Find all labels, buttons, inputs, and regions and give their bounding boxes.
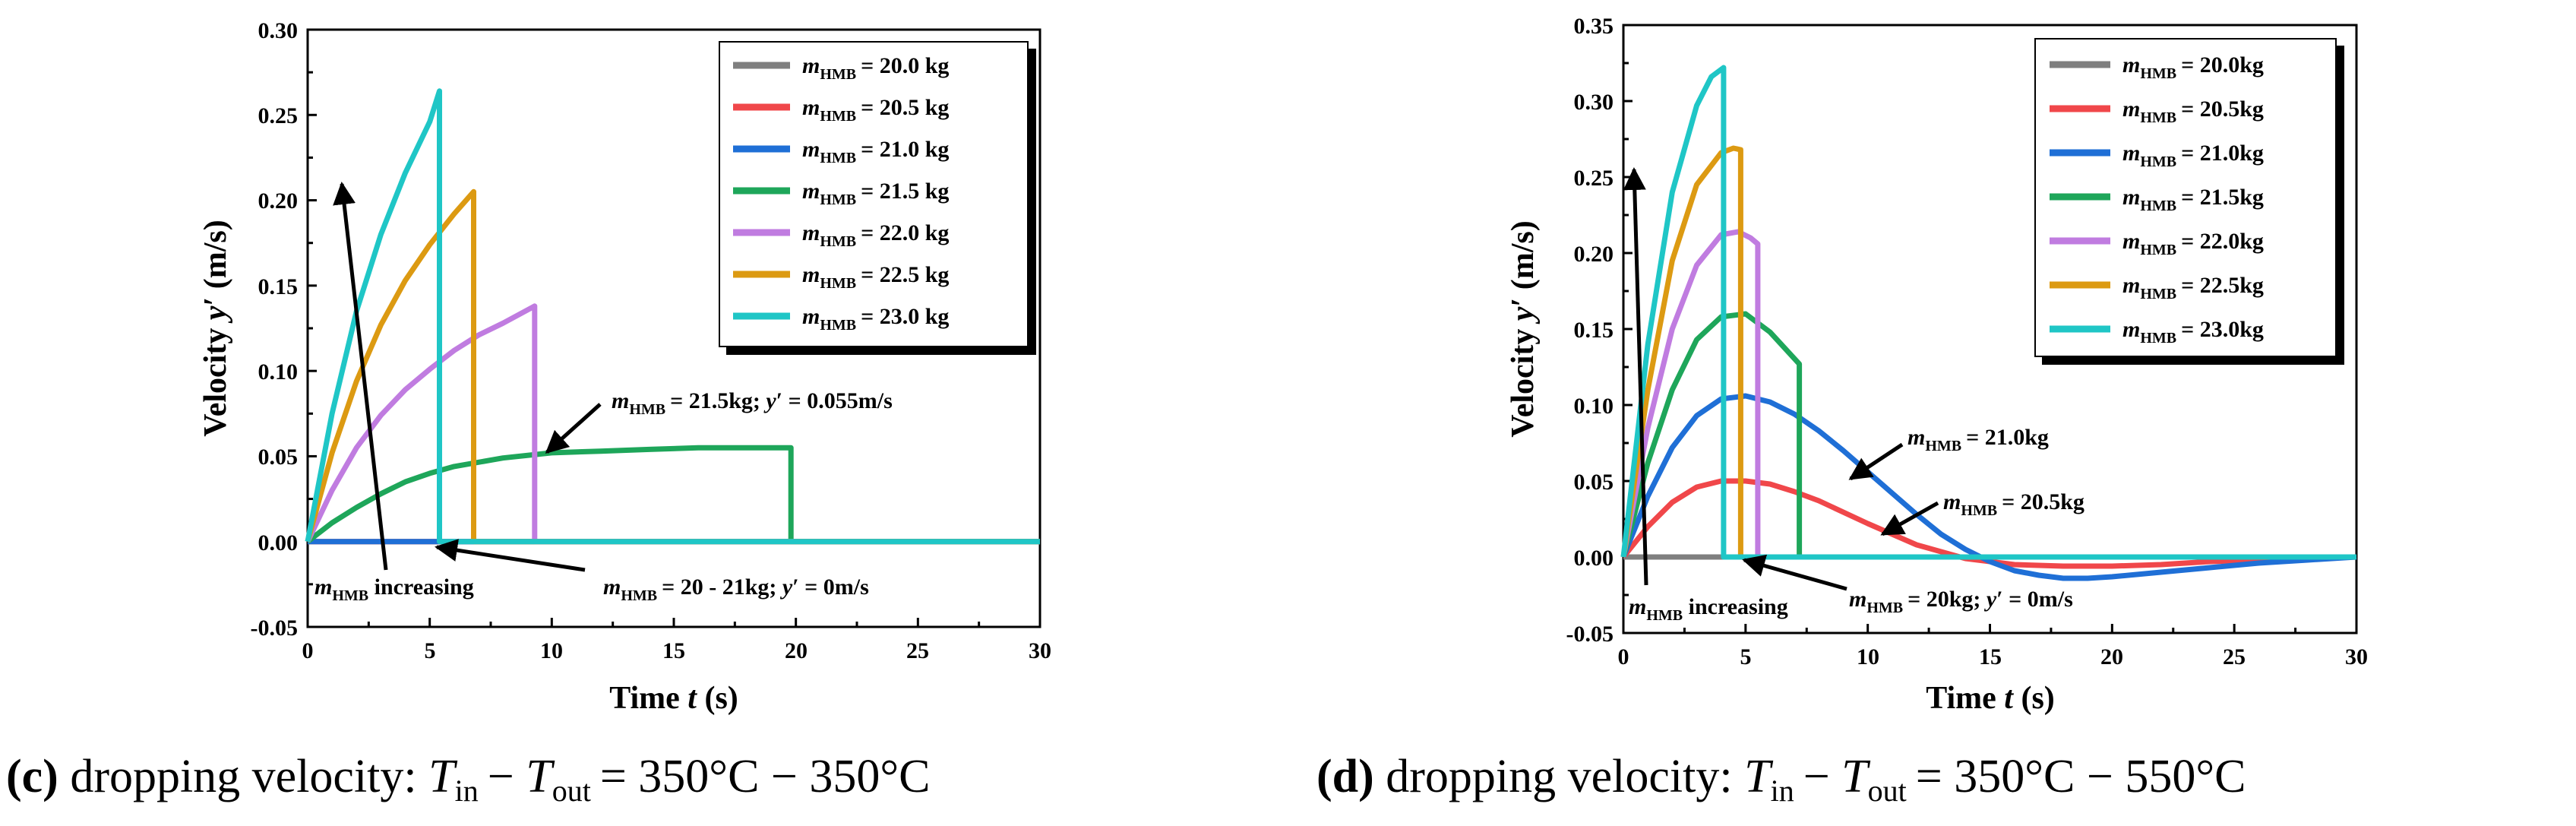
legend: mHMB = 20.0 kg mHMB = 20.5 kg mHMB = 21.0 k… <box>719 41 1036 355</box>
x-tick-label: 20 <box>2100 644 2123 669</box>
y-tick-label: 0.20 <box>258 188 299 214</box>
x-tick-label: 30 <box>2345 644 2368 669</box>
x-tick-label: 20 <box>785 638 808 663</box>
series-line-2 <box>1621 478 2357 569</box>
arrow-20kg <box>1742 554 1847 591</box>
y-tick-label: 0.30 <box>1574 90 1614 115</box>
legend-label: mHMB = 20.0 kg <box>802 53 949 83</box>
y-tick-label: 0.20 <box>1574 242 1614 267</box>
y-axis-title: Velocity y′ (m/s) <box>198 220 233 437</box>
x-tick-label: 10 <box>540 638 563 663</box>
panel-caption: (c) dropping velocity: Tin − Tout = 350°C … <box>6 751 931 808</box>
legend-label: mHMB = 22.0kg <box>2122 229 2264 258</box>
legend-label: mHMB = 22.5kg <box>2122 273 2264 302</box>
y-tick-label: 0.10 <box>1574 394 1614 419</box>
legend-label: mHMB = 21.5 kg <box>802 179 949 208</box>
y-tick-labels: -0.05 0.00 0.05 0.10 0.15 0.20 0.25 0.30 <box>251 18 299 641</box>
x-tick-label: 5 <box>425 638 436 663</box>
legend-label: mHMB = 21.0 kg <box>802 137 949 166</box>
annotation-21-5kg: mHMB = 21.5kg; y′ = 0.055m/s <box>612 388 893 418</box>
series-line-7 <box>1620 65 2356 560</box>
y-tick-label: -0.05 <box>251 616 299 641</box>
series-line-6 <box>305 188 1040 545</box>
legend-label: mHMB = 21.0kg <box>2122 141 2264 170</box>
series-line-7 <box>305 88 1040 545</box>
x-tick-label: 25 <box>906 638 929 663</box>
arrow-increasing <box>333 182 388 571</box>
y-tick-label: 0.05 <box>258 445 299 470</box>
annotation-arrows <box>1623 167 1939 591</box>
legend-label: mHMB = 20.0kg <box>2122 52 2264 82</box>
x-tick-label: 10 <box>1857 644 1879 669</box>
legend-label: mHMB = 20.5 kg <box>802 95 949 125</box>
annotation-20-5kg: mHMB = 20.5kg <box>1943 489 2085 519</box>
legend-label: mHMB = 23.0 kg <box>802 304 949 334</box>
annotation-21-0kg: mHMB = 21.0kg <box>1908 425 2049 454</box>
annotation-20kg: mHMB = 20kg; y′ = 0m/s <box>1849 587 2073 616</box>
series-line-3 <box>1620 393 2357 581</box>
legend-label: mHMB = 21.5kg <box>2122 185 2264 214</box>
x-axis-title: Time t (s) <box>1926 681 2055 716</box>
legend-label: mHMB = 23.0kg <box>2122 317 2264 347</box>
chart-panel-d: -0.05 0.00 0.05 0.10 0.15 0.20 0.25 0.30… <box>1316 14 2369 808</box>
chart-panel-c: -0.05 0.00 0.05 0.10 0.15 0.20 0.25 0.30… <box>6 18 1052 808</box>
x-tick-label: 5 <box>1740 644 1752 669</box>
axis-ticks <box>1622 24 2358 635</box>
x-tick-labels: 0 5 10 15 20 25 30 <box>302 638 1052 663</box>
y-tick-label: 0.00 <box>1574 546 1614 571</box>
series-line-4 <box>305 445 1040 545</box>
y-tick-label: 0.15 <box>1574 318 1614 343</box>
y-tick-label: 0.30 <box>258 18 299 43</box>
legend-label: mHMB = 20.5kg <box>2122 97 2264 126</box>
y-tick-label: 0.35 <box>1574 14 1614 39</box>
y-tick-label: -0.05 <box>1566 622 1614 647</box>
y-tick-label: 0.15 <box>258 274 299 299</box>
x-tick-label: 15 <box>662 638 685 663</box>
legend-label: mHMB = 22.0 kg <box>802 220 949 250</box>
panel-caption: (d) dropping velocity: Tin − Tout = 350°C … <box>1316 751 2246 808</box>
x-tick-label: 30 <box>1029 638 1051 663</box>
arrow-21-0kg <box>1848 442 1904 481</box>
x-tick-label: 25 <box>2223 644 2246 669</box>
arrow-20-21kg <box>435 539 586 572</box>
annotation-increasing: mHMB increasing <box>314 574 474 604</box>
y-tick-label: 0.05 <box>1574 470 1614 495</box>
y-tick-label: 0.25 <box>1574 166 1614 191</box>
legend: mHMB = 20.0kg mHMB = 20.5kg mHMB = 21.0kg m… <box>2034 38 2344 365</box>
annotation-increasing: mHMB increasing <box>1629 594 1788 624</box>
y-tick-label: 0.10 <box>258 359 299 385</box>
x-axis-title: Time t (s) <box>609 681 738 716</box>
y-tick-label: 0.00 <box>258 530 299 555</box>
axis-ticks <box>306 28 1041 628</box>
annotation-arrows <box>333 182 602 572</box>
x-tick-labels: 0 5 10 15 20 25 30 <box>1618 644 2369 669</box>
x-tick-label: 0 <box>1618 644 1629 669</box>
arrow-21-5kg <box>545 403 602 454</box>
annotation-20-21kg: mHMB = 20 - 21kg; y′ = 0m/s <box>603 574 869 604</box>
series-line-4 <box>1620 311 2356 560</box>
x-tick-label: 15 <box>1979 644 2002 669</box>
y-axis-title: Velocity y′ (m/s) <box>1506 220 1541 438</box>
arrow-increasing <box>1623 167 1648 586</box>
arrow-20-5kg <box>1880 501 1939 536</box>
legend-label: mHMB = 22.5 kg <box>802 262 949 292</box>
series-line-5 <box>1620 229 2356 560</box>
y-tick-label: 0.25 <box>258 103 299 128</box>
series-group <box>305 88 1040 545</box>
y-tick-labels: -0.05 0.00 0.05 0.10 0.15 0.20 0.25 0.30… <box>1566 14 1614 647</box>
x-tick-label: 0 <box>302 638 314 663</box>
